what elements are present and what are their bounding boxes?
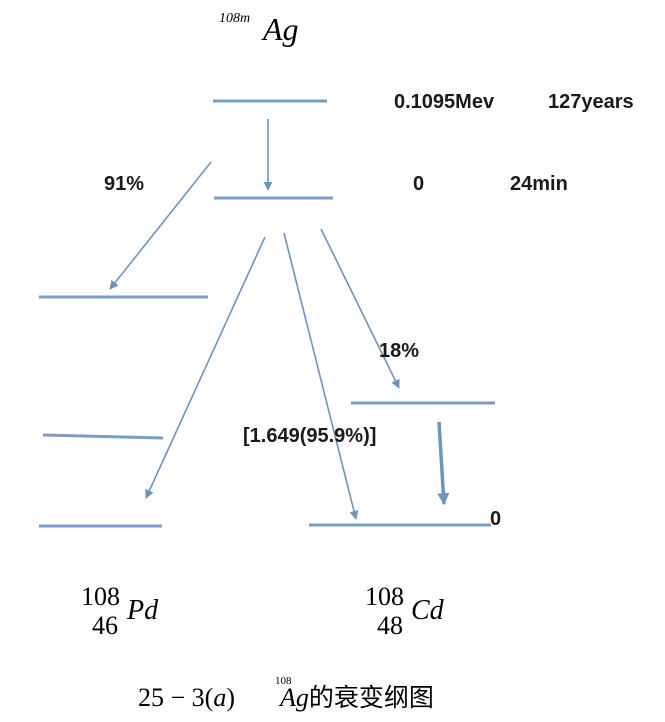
- cd-ground-energy: 0: [490, 508, 501, 530]
- level-pd-middle: [42, 433, 164, 440]
- parent-nuclide: 108m Ag: [219, 9, 299, 47]
- caption-close: ): [226, 683, 235, 712]
- branch-beta-cd-excited: 18%: [379, 340, 419, 362]
- caption-mass-number: 108: [275, 675, 292, 687]
- figure-caption: 25 − 3(a) 108 Ag的衰变纲图: [138, 661, 434, 712]
- parent-mass-number: 108m: [219, 11, 250, 26]
- cd-mass-number: 108: [365, 582, 404, 611]
- pd-atomic-number: 46: [92, 611, 118, 640]
- top-level-half-life: 127years: [548, 91, 634, 113]
- daughter-pd: 108 46 Pd: [81, 582, 159, 640]
- branch-ec-pd: 91%: [104, 173, 144, 195]
- caption-symbol: Ag: [278, 683, 309, 712]
- parent-symbol: Ag: [261, 11, 299, 47]
- caption-a: a: [213, 683, 226, 712]
- branch-beta-cd-ground: [1.649(95.9%)]: [243, 425, 376, 447]
- cd-atomic-number: 48: [377, 611, 403, 640]
- arrow-beta-to-cd-excited: [320, 228, 400, 389]
- daughter-cd: 108 48 Cd: [365, 582, 445, 640]
- top-level-energy: 0.1095Mev: [394, 91, 495, 113]
- caption-suffix: 的衰变纲图: [309, 683, 434, 712]
- arrow-to-pd-ground: [145, 236, 266, 499]
- ground-level-half-life: 24min: [510, 173, 568, 195]
- pd-symbol: Pd: [126, 595, 159, 626]
- cd-symbol: Cd: [411, 595, 445, 626]
- arrow-gamma-cd: [437, 421, 450, 506]
- arrow-beta-to-cd-ground: [283, 232, 359, 520]
- ground-level-energy: 0: [413, 173, 424, 195]
- pd-mass-number: 108: [81, 582, 120, 611]
- caption-prefix: 25 − 3(: [138, 683, 213, 712]
- arrow-ec-to-pd-upper: [109, 161, 212, 290]
